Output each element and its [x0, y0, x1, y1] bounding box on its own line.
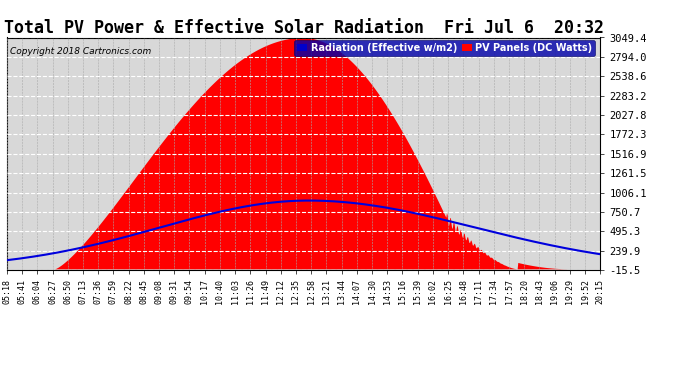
Legend: Radiation (Effective w/m2), PV Panels (DC Watts): Radiation (Effective w/m2), PV Panels (D…: [294, 40, 595, 56]
Title: Total PV Power & Effective Solar Radiation  Fri Jul 6  20:32: Total PV Power & Effective Solar Radiati…: [3, 20, 604, 38]
Text: Copyright 2018 Cartronics.com: Copyright 2018 Cartronics.com: [10, 47, 151, 56]
